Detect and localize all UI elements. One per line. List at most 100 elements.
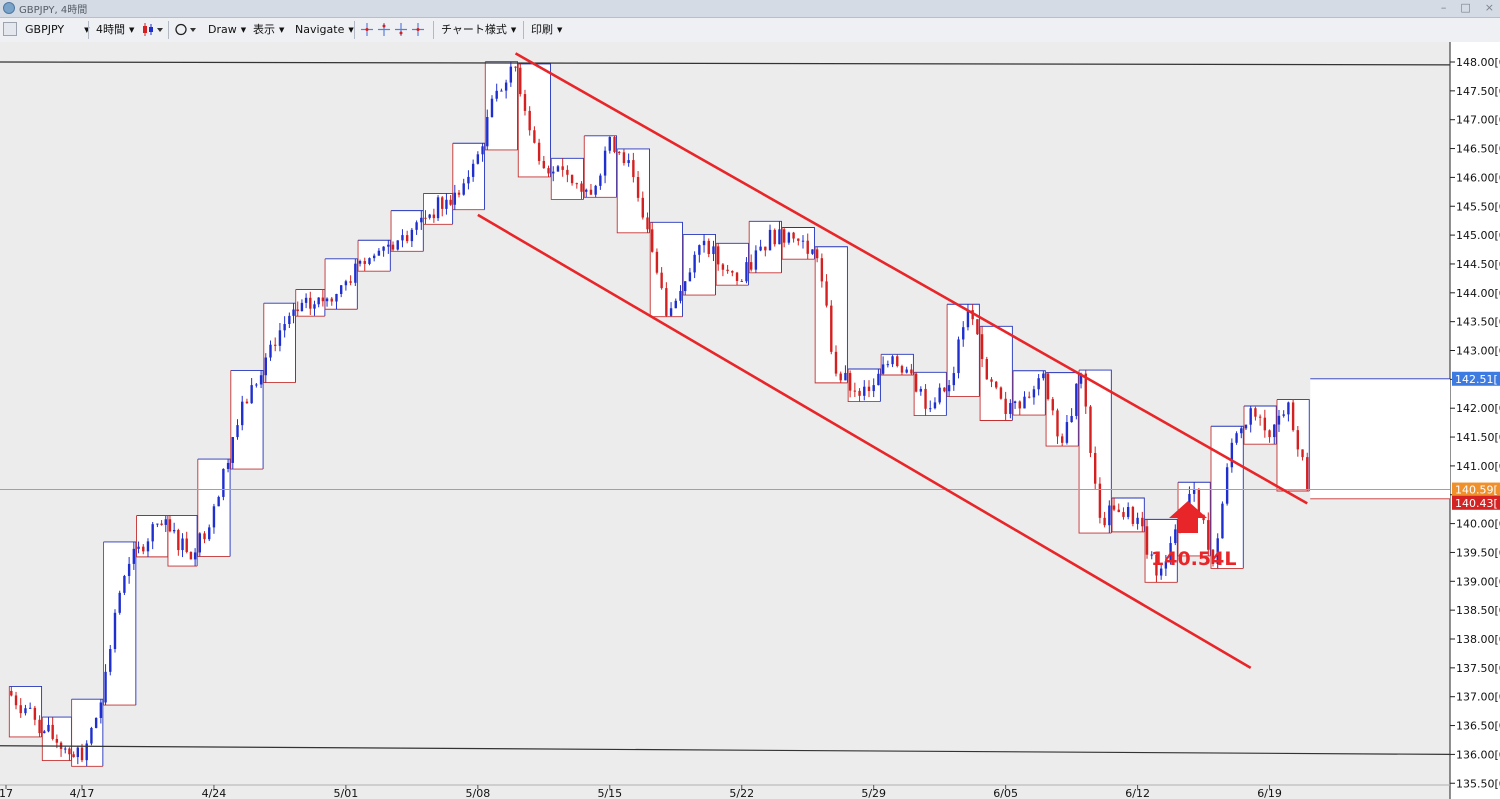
- candle: [344, 279, 348, 291]
- candle: [764, 246, 767, 257]
- range-box-low: [41, 717, 72, 761]
- candle: [537, 138, 541, 165]
- candle: [1306, 452, 1309, 491]
- candle-body: [1093, 452, 1097, 484]
- y-tick-label: 137.00[0: [1456, 691, 1500, 704]
- range-box-high: [782, 227, 815, 260]
- crosshair-tools[interactable]: [360, 21, 430, 38]
- candle: [245, 398, 249, 404]
- shape-tool-button[interactable]: [174, 21, 198, 38]
- range-box-high: [1013, 370, 1046, 416]
- candle: [309, 291, 312, 315]
- y-tick-label: 147.50[0: [1456, 85, 1500, 98]
- candle-body: [1155, 554, 1158, 576]
- range-box-high: [881, 353, 914, 376]
- candle: [51, 717, 54, 741]
- candle: [707, 238, 710, 258]
- candle: [844, 365, 847, 381]
- close-button[interactable]: ×: [1484, 1, 1494, 14]
- candle-body: [929, 408, 932, 410]
- candle-body: [104, 671, 107, 703]
- candle-body: [339, 285, 343, 294]
- candle-body: [177, 529, 180, 551]
- price-labels: 142.51[140.59[140.43[: [1452, 371, 1500, 510]
- range-box-high: [167, 515, 198, 567]
- candle-body: [1258, 416, 1262, 418]
- candle: [877, 369, 880, 386]
- candle-body: [1301, 449, 1304, 458]
- candle-body: [1225, 467, 1229, 504]
- draw-menu[interactable]: Draw ▼: [208, 21, 246, 38]
- candle-body: [245, 401, 249, 404]
- candle-body: [1221, 503, 1224, 539]
- price-chart[interactable]: 148.00[0 147.50[0 147.00[0 146.50[0 146.00[0…: [0, 42, 1500, 799]
- candle: [561, 158, 564, 177]
- navigate-menu[interactable]: Navigate ▼: [295, 21, 354, 38]
- candle: [241, 395, 244, 431]
- candle: [14, 691, 18, 710]
- candle-body: [839, 373, 842, 381]
- candle-body: [405, 235, 409, 242]
- candle: [627, 153, 630, 167]
- candle: [471, 159, 475, 182]
- candle: [556, 164, 560, 172]
- candle-body: [164, 519, 167, 525]
- candle-body: [38, 719, 41, 734]
- candle-body: [1150, 554, 1153, 556]
- x-tick-label: 5/01: [334, 787, 359, 799]
- candle-body: [787, 232, 791, 243]
- range-box-high: [980, 325, 1013, 421]
- display-menu[interactable]: 表示 ▼: [253, 21, 284, 38]
- candle: [684, 281, 687, 296]
- candle-body: [1013, 401, 1017, 404]
- candle: [745, 257, 748, 284]
- maximize-button[interactable]: □: [1460, 1, 1471, 14]
- candle: [424, 210, 427, 225]
- minimize-button[interactable]: –: [1440, 1, 1447, 14]
- range-box-high: [650, 221, 683, 317]
- candle: [368, 257, 371, 266]
- candle: [1089, 405, 1092, 458]
- candle-body: [773, 229, 776, 245]
- candle-body: [476, 154, 480, 164]
- candle-body: [203, 533, 206, 540]
- chart-style-menu[interactable]: チャート様式 ▼: [441, 21, 516, 38]
- candle: [457, 189, 461, 198]
- range-box-low: [295, 289, 325, 317]
- range-box-low: [1276, 399, 1310, 492]
- draw-label: Draw: [208, 23, 237, 36]
- candle-body: [976, 319, 979, 335]
- candle-body: [914, 373, 918, 392]
- candle-body: [580, 183, 583, 192]
- y-tick-label: 142.00[0: [1456, 402, 1500, 415]
- print-menu[interactable]: 印刷 ▼: [531, 21, 562, 38]
- x-tick-label: 4/24: [202, 787, 227, 799]
- candle-body: [236, 425, 239, 438]
- candle: [292, 303, 295, 324]
- candle-body: [1056, 410, 1059, 437]
- candle: [613, 135, 616, 154]
- candle: [80, 743, 84, 763]
- x-tick-label: 5/15: [597, 787, 622, 799]
- candle-body: [90, 727, 93, 744]
- candle: [349, 275, 352, 286]
- candle-body: [19, 705, 22, 714]
- candle: [1197, 487, 1201, 515]
- candle-body: [317, 297, 320, 305]
- candle-body: [436, 197, 440, 219]
- plot-area: [0, 42, 1450, 799]
- candle-body: [599, 175, 602, 186]
- candle: [693, 251, 696, 279]
- candle: [372, 253, 376, 262]
- toolbar-menu-icon[interactable]: [3, 22, 17, 36]
- symbol-select[interactable]: GBPJPY ▼: [25, 21, 89, 38]
- candle: [886, 360, 890, 368]
- candle: [453, 184, 457, 210]
- candle: [313, 300, 316, 316]
- candle-type-button[interactable]: [140, 21, 164, 38]
- y-tick-label: 138.00[0: [1456, 633, 1500, 646]
- candle-body: [995, 381, 998, 388]
- candle-body: [495, 90, 498, 99]
- timeframe-select[interactable]: 4時間 ▼: [96, 21, 134, 38]
- candle: [363, 257, 366, 272]
